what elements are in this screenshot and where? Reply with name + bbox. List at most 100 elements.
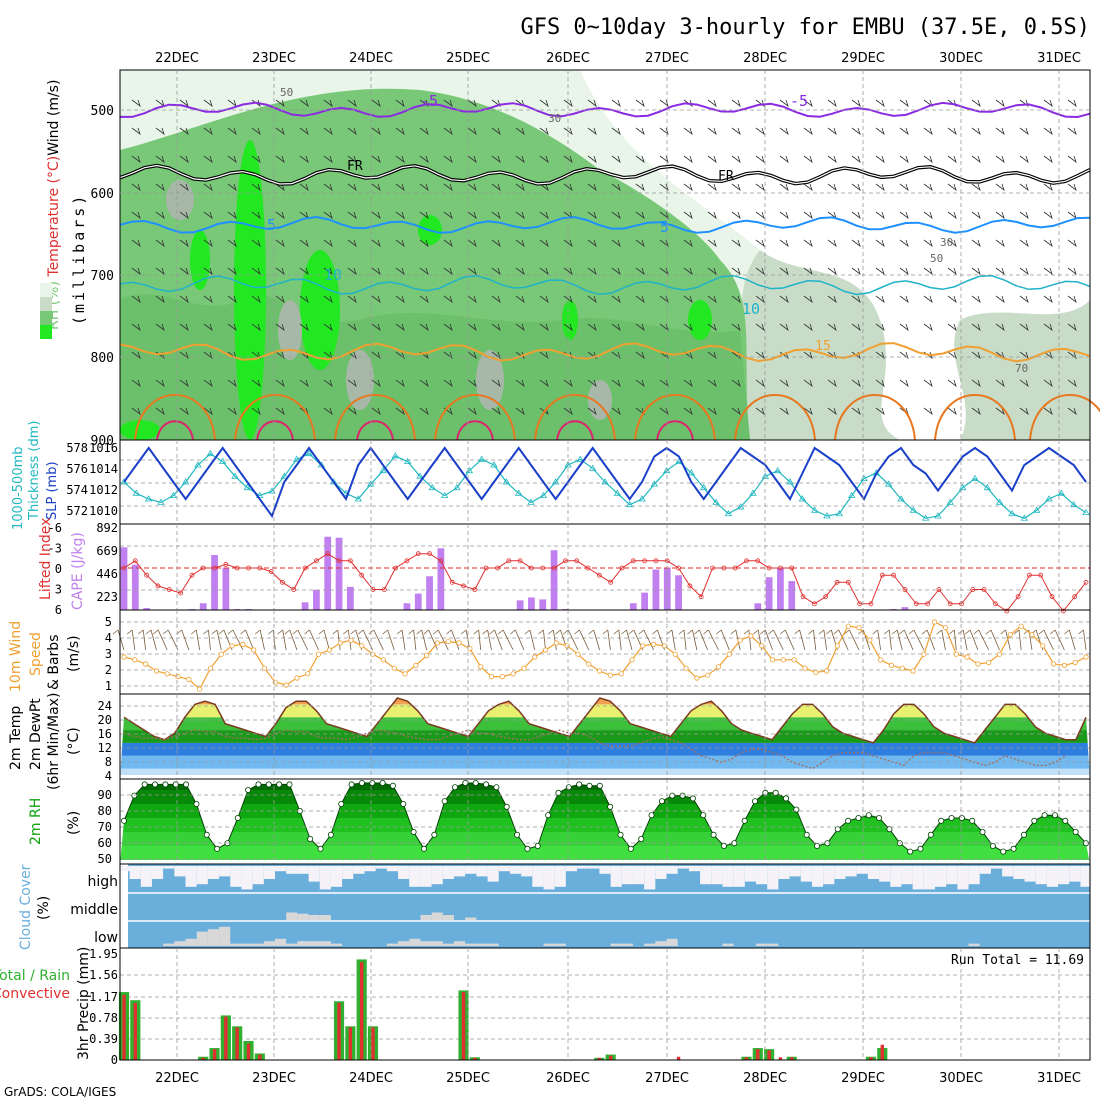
cloud-high-clear [308,866,320,882]
wind-barb [323,295,333,304]
cloud-high-clear [711,866,723,885]
wind-speed-point [1061,662,1067,669]
wind-speed-point [251,647,257,653]
bottom-date-label: 25DEC [446,1071,490,1086]
li-line [123,553,1087,612]
wind-barb [251,239,261,248]
li-point [359,572,365,578]
wind-barb [275,323,285,332]
rh-panel-unit: (%) [66,811,82,835]
wind-barb [539,323,549,332]
cloud-high-clear [252,866,264,885]
wind-speed-point [705,672,711,678]
rh-point [1051,812,1058,819]
li-point [178,590,183,596]
thickness-point [1032,506,1041,513]
rh-point [648,812,655,819]
cloud-high-clear [1024,866,1036,882]
wind-barb-10m [613,629,622,651]
wind-speed-point [143,661,149,667]
cloud-cover-bar [767,943,779,946]
wind-barb-10m [703,629,719,651]
rh-point [462,780,469,787]
wind-barb [515,211,525,220]
cloud-cover-bar [319,941,331,946]
cloud-label: Cloud Cover [18,864,34,950]
wind-barb [131,127,141,136]
cape-bar [629,603,637,610]
temp-contour-25 [556,420,594,441]
wind-barb [275,155,285,164]
cape-bar [403,603,411,610]
precip-ytick: 0.78 [89,1011,118,1025]
cloud-high-clear [856,866,868,874]
wind-barb [203,351,213,360]
wind-barb-10m [191,629,201,651]
li-point [630,558,636,564]
wind-speed-point [942,624,949,631]
wind-barb [395,323,405,332]
wind-barb [155,295,165,304]
wind-barb [899,155,909,164]
wind-barb [1019,99,1029,108]
wind-barb [707,155,717,164]
wind-barb [1043,295,1053,304]
wind-barb-10m [1049,629,1065,651]
bottom-date-label: 26DEC [546,1071,590,1086]
wind-barb [947,379,957,388]
wind-barb [347,99,357,108]
contour-label-minus5: -5 [420,92,438,110]
rh-band-group [120,783,1090,860]
cloud-high-clear [666,866,678,874]
cloud-high-clear [364,866,376,872]
li-point [495,565,500,571]
wind-barb [467,295,477,304]
wind-speed-point [694,675,700,681]
wind-barb [251,127,261,136]
wind-barb [203,127,213,136]
wind-barb [515,323,525,332]
wind-speed-point [175,673,181,680]
wind-barb [875,127,885,136]
wind-barb [1067,99,1077,108]
wind-barb-10m [152,629,168,651]
cloud-high-clear [867,866,880,879]
rh-point [969,817,976,824]
wind-barb [947,99,957,108]
thickness-point [638,495,646,502]
wind-barb [635,295,645,304]
cloud-cover-bar [431,912,443,920]
li-point [913,601,919,607]
li-point [393,565,399,571]
wind-barb [515,351,525,360]
rh-point [927,831,934,838]
cloud-cover-bar [554,943,566,946]
wind-barb [203,99,213,108]
wind-barb [299,267,309,276]
wind-barb [371,407,381,416]
rh-grey-blob [476,350,504,410]
wind-barb-10m [408,629,417,651]
rh-grey-blob [166,180,194,220]
rh-mid-region [954,300,1090,440]
wind-barb [443,239,453,248]
li-point [1015,594,1021,600]
cape-bar [120,547,128,610]
rh-point [524,845,531,852]
rh-legend-swatch [40,325,52,339]
rh-point [234,815,241,822]
wind-barb [491,183,501,192]
wind-barb [971,267,981,276]
temp-contour-25 [356,420,394,441]
cloud-high-clear [655,866,667,879]
wind-barb [971,323,981,332]
li-point [891,572,896,578]
wind-barb [587,211,597,220]
wind-speed-point [899,665,905,671]
wind-barb [1067,323,1077,332]
wind-barb [179,323,189,332]
li-point [540,565,546,571]
wind-speed-point [845,623,851,629]
wind-barb [371,155,381,164]
wind-barb [323,323,333,332]
